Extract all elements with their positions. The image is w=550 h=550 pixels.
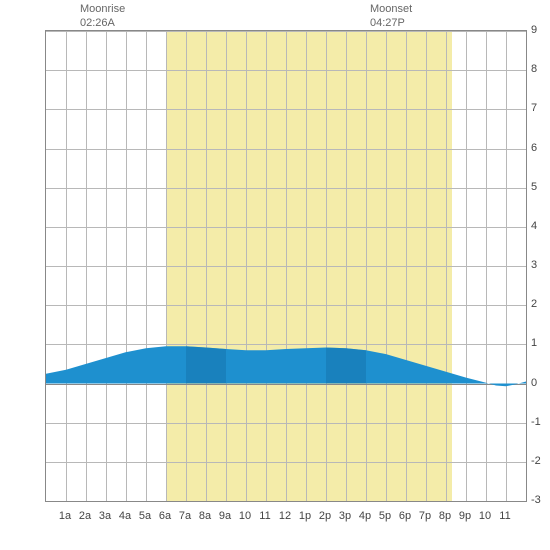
- moonrise-title: Moonrise: [80, 2, 125, 16]
- x-tick-label: 10: [479, 510, 491, 522]
- moonrise-label: Moonrise 02:26A: [80, 2, 125, 31]
- x-tick-label: 5p: [379, 510, 391, 522]
- moonrise-time: 02:26A: [80, 16, 125, 30]
- x-tick-label: 8p: [439, 510, 451, 522]
- grid-hline: [46, 305, 526, 306]
- grid-hline: [46, 501, 526, 502]
- plot-area: [45, 30, 527, 502]
- y-tick-label: 8: [531, 63, 537, 75]
- x-tick-label: 2p: [319, 510, 331, 522]
- x-tick-label: 9a: [219, 510, 231, 522]
- x-tick-label: 11: [499, 510, 510, 522]
- x-tick-label: 7a: [179, 510, 191, 522]
- y-tick-label: 7: [531, 102, 537, 114]
- y-tick-label: -2: [531, 455, 541, 467]
- y-tick-label: 0: [531, 377, 537, 389]
- x-tick-label: 10: [239, 510, 251, 522]
- y-tick-label: -1: [531, 416, 541, 428]
- x-tick-label: 12: [279, 510, 291, 522]
- y-tick-label: 2: [531, 298, 537, 310]
- x-tick-label: 5a: [139, 510, 151, 522]
- tide-chart: Moonrise 02:26A Moonset 04:27P 1a 2a 3a 4a 5…: [0, 0, 550, 550]
- y-tick-label: 5: [531, 181, 537, 193]
- x-tick-label: 1p: [299, 510, 311, 522]
- x-tick-label: 3p: [339, 510, 351, 522]
- grid-hline: [46, 344, 526, 345]
- x-tick-label: 9p: [459, 510, 471, 522]
- moonset-time: 04:27P: [370, 16, 412, 30]
- grid-hline: [46, 423, 526, 424]
- x-tick-label: 4a: [119, 510, 131, 522]
- x-tick-label: 3a: [99, 510, 111, 522]
- grid-hline: [46, 188, 526, 189]
- grid-hline: [46, 31, 526, 32]
- y-tick-label: 4: [531, 220, 537, 232]
- x-tick-label: 4p: [359, 510, 371, 522]
- y-tick-label: 3: [531, 259, 537, 271]
- moonset-label: Moonset 04:27P: [370, 2, 412, 31]
- x-tick-label: 11: [259, 510, 270, 522]
- x-tick-label: 2a: [79, 510, 91, 522]
- grid-hline: [46, 70, 526, 71]
- x-tick-label: 1a: [59, 510, 71, 522]
- grid-hline: [46, 462, 526, 463]
- y-tick-label: 9: [531, 24, 537, 36]
- grid-hline: [46, 266, 526, 267]
- moonset-title: Moonset: [370, 2, 412, 16]
- y-tick-label: 1: [531, 337, 537, 349]
- x-tick-label: 7p: [419, 510, 431, 522]
- y-tick-label: 6: [531, 142, 537, 154]
- grid-hline: [46, 227, 526, 228]
- x-tick-label: 6p: [399, 510, 411, 522]
- x-tick-label: 8a: [199, 510, 211, 522]
- grid-hline: [46, 149, 526, 150]
- grid-hline: [46, 109, 526, 110]
- y-tick-label: -3: [531, 494, 541, 506]
- x-tick-label: 6a: [159, 510, 171, 522]
- grid-hline: [46, 384, 526, 386]
